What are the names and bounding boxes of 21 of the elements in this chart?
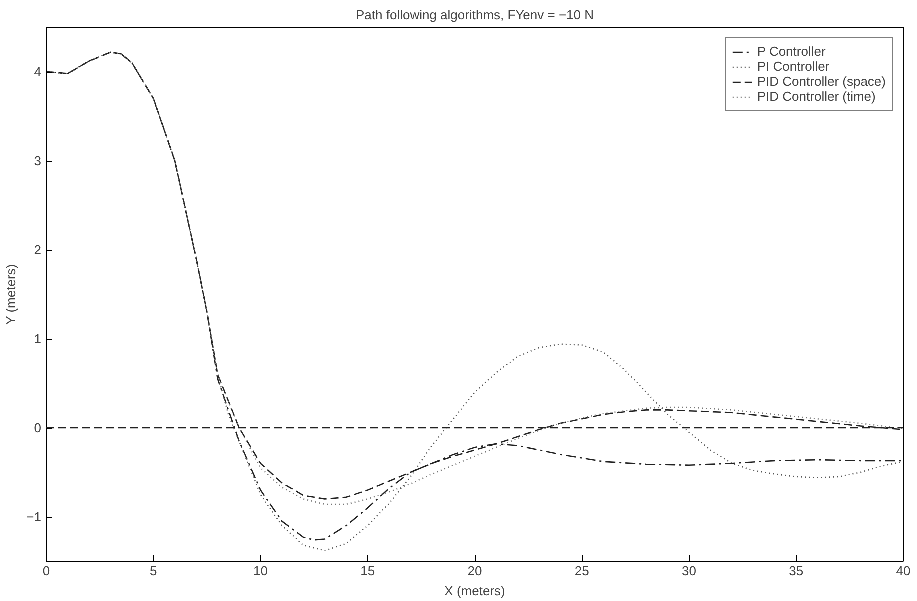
y-tick-label: 4 (34, 64, 42, 80)
legend-label: PID Controller (space) (757, 74, 886, 89)
y-tick-label: −1 (26, 510, 42, 524)
x-tick-label: 35 (789, 564, 804, 578)
x-tick-label: 10 (254, 564, 268, 578)
x-axis-title: X (meters) (444, 584, 506, 598)
y-axis-title: Y (meters) (4, 264, 19, 325)
y-tick-label: 1 (34, 332, 42, 346)
y-tick-label: 0 (34, 420, 42, 436)
y-tick-label: 3 (34, 154, 42, 168)
chart-title: Path following algorithms, FYenv = −10 N (356, 8, 594, 22)
x-tick-label: 20 (468, 564, 482, 578)
y-tick-label: 2 (34, 242, 42, 258)
x-tick-label: 15 (360, 564, 376, 578)
legend-label: P Controller (757, 44, 826, 59)
x-tick-label: 5 (150, 564, 158, 578)
x-tick-label: 25 (574, 564, 590, 578)
x-tick-label: 30 (682, 564, 696, 578)
legend-label: PI Controller (757, 59, 830, 74)
legend-label: PID Controller (time) (757, 89, 876, 104)
x-tick-label: 40 (896, 564, 911, 578)
